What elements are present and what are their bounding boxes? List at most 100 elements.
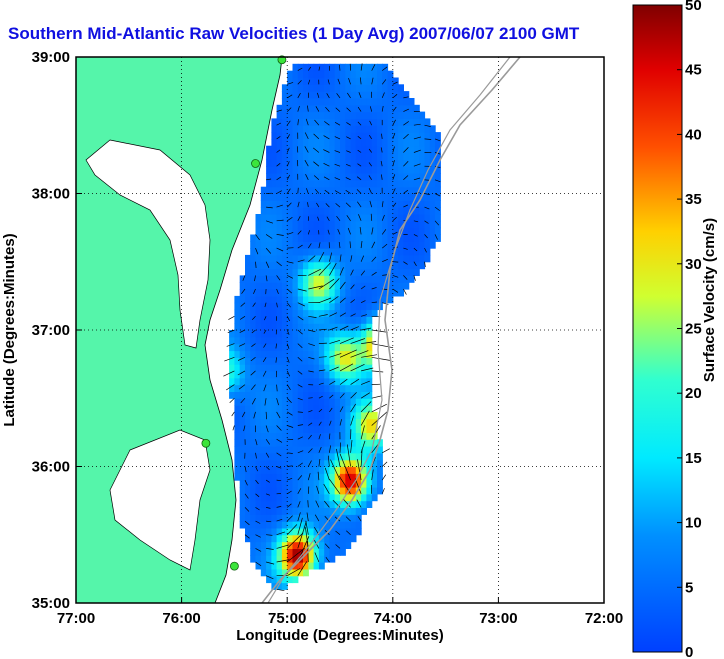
velocity-cell — [287, 391, 294, 399]
velocity-cell — [340, 480, 346, 488]
velocity-arrow — [276, 588, 285, 592]
velocity-cell — [281, 582, 288, 590]
velocity-arrow — [336, 448, 341, 467]
velocity-cell — [340, 254, 346, 263]
velocity-cell — [334, 70, 341, 79]
velocity-cell — [366, 261, 373, 270]
velocity-arrow — [276, 506, 282, 508]
velocity-arrow — [392, 288, 399, 293]
velocity-arrow — [276, 559, 290, 563]
velocity-arrow — [381, 229, 387, 235]
velocity-arrow — [318, 458, 321, 467]
velocity-cell — [255, 418, 262, 427]
velocity-cell — [403, 186, 410, 195]
velocity-cell — [303, 77, 309, 85]
velocity-cell — [239, 466, 246, 474]
velocity-cell — [276, 302, 283, 311]
velocity-cell — [271, 309, 278, 317]
velocity-cell — [308, 480, 315, 488]
velocity-cell — [281, 555, 288, 563]
velocity-cell — [292, 377, 299, 386]
velocity-arrow — [424, 247, 427, 253]
velocity-cell — [361, 111, 367, 119]
velocity-arrow — [244, 493, 249, 499]
velocity-cell — [266, 220, 272, 229]
velocity-cell — [292, 452, 299, 461]
velocity-cell — [361, 186, 367, 195]
velocity-cell — [234, 459, 241, 468]
velocity-cell — [239, 473, 246, 481]
velocity-cell — [403, 111, 410, 119]
velocity-cell — [361, 432, 367, 440]
velocity-cell — [382, 220, 389, 229]
velocity-arrow — [392, 188, 396, 194]
velocity-cell — [355, 118, 362, 126]
velocity-arrow — [318, 421, 322, 426]
velocity-cell — [260, 323, 267, 331]
velocity-cell — [260, 527, 267, 536]
velocity-cell — [392, 138, 399, 147]
velocity-cell — [281, 418, 288, 427]
velocity-cell — [308, 411, 315, 420]
velocity-cell — [355, 63, 362, 72]
velocity-cell — [276, 193, 283, 201]
velocity-cell — [281, 446, 288, 454]
velocity-arrow — [323, 483, 330, 494]
velocity-cell — [308, 466, 315, 474]
velocity-arrow — [242, 275, 246, 281]
velocity-cell — [281, 289, 288, 297]
velocity-arrow — [403, 288, 407, 295]
velocity-arrow — [297, 187, 299, 194]
velocity-cell — [398, 159, 404, 167]
velocity-arrow — [337, 78, 341, 85]
velocity-cell — [366, 289, 373, 297]
velocity-cell — [239, 309, 246, 317]
velocity-cell — [245, 384, 251, 392]
velocity-cell — [281, 384, 288, 392]
velocity-cell — [340, 548, 346, 556]
velocity-cell — [308, 248, 315, 256]
velocity-cell — [260, 207, 267, 215]
velocity-cell — [324, 173, 331, 181]
velocity-cell — [361, 173, 367, 181]
velocity-cell — [398, 138, 404, 147]
velocity-cell — [350, 384, 357, 392]
velocity-cell — [303, 336, 309, 345]
velocity-cell — [234, 343, 241, 352]
velocity-arrow — [392, 217, 397, 222]
velocity-cell — [281, 220, 288, 229]
velocity-cell — [239, 316, 246, 324]
velocity-cell — [292, 541, 299, 549]
velocity-cell — [292, 98, 299, 106]
velocity-cell — [429, 132, 436, 140]
velocity-arrow — [329, 312, 338, 317]
velocity-cell — [266, 507, 272, 515]
velocity-cell — [297, 350, 304, 358]
velocity-arrow — [368, 175, 372, 180]
velocity-cell — [308, 371, 315, 379]
velocity-cell — [292, 84, 299, 92]
velocity-cell — [429, 186, 436, 195]
velocity-cell — [266, 330, 272, 338]
velocity-cell — [382, 275, 389, 283]
velocity-cell — [276, 555, 283, 563]
velocity-arrow — [307, 230, 310, 235]
velocity-cell — [377, 173, 383, 181]
velocity-arrow — [253, 288, 256, 295]
velocity-arrow — [276, 425, 282, 431]
velocity-cell — [345, 459, 352, 468]
velocity-cell — [340, 200, 346, 208]
velocity-arrow — [308, 434, 312, 440]
velocity-cell — [334, 173, 341, 181]
velocity-cell — [245, 521, 251, 529]
velocity-arrow — [323, 176, 330, 181]
velocity-cell — [292, 241, 299, 249]
velocity-cell — [334, 323, 341, 331]
velocity-cell — [361, 330, 367, 338]
velocity-cell — [345, 254, 352, 263]
velocity-cell — [350, 227, 357, 235]
velocity-cell — [276, 432, 283, 440]
velocity-cell — [329, 500, 336, 508]
sound-water — [109, 429, 211, 571]
velocity-cell — [271, 282, 278, 290]
